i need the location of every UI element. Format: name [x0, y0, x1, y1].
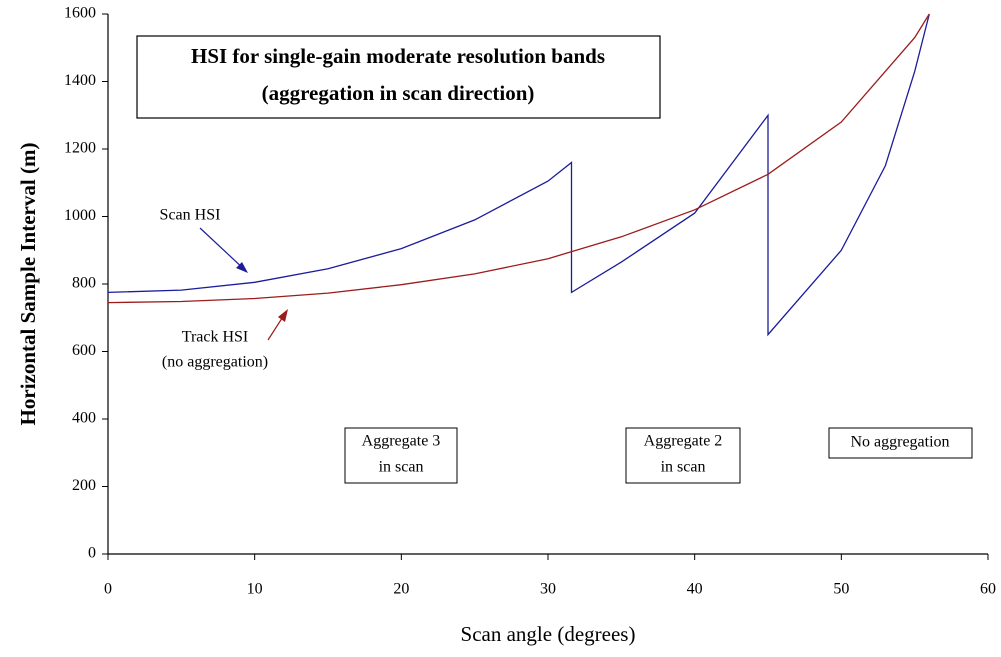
y-tick-label: 600 — [72, 342, 96, 359]
y-tick-label: 1600 — [64, 5, 96, 22]
x-tick-label: 20 — [393, 581, 409, 598]
x-tick-label: 0 — [104, 581, 112, 598]
annotation: Aggregate 3 — [362, 433, 441, 450]
y-axis-label: Horizontal Sample Interval (m) — [16, 143, 40, 426]
x-tick-label: 30 — [540, 581, 556, 598]
y-tick-label: 0 — [88, 545, 96, 562]
y-tick-label: 1000 — [64, 207, 96, 224]
annotation: in scan — [379, 459, 424, 476]
y-tick-label: 1200 — [64, 140, 96, 157]
arrow — [199, 227, 247, 272]
chart-title: (aggregation in scan direction) — [262, 81, 535, 105]
series-label: Scan HSI — [160, 207, 221, 224]
series-line — [107, 13, 930, 304]
y-tick-label: 1400 — [64, 72, 96, 89]
annotation: No aggregation — [850, 434, 949, 451]
arrow-head — [236, 262, 248, 273]
title-box — [136, 35, 661, 119]
x-axis-label: Scan angle (degrees) — [461, 622, 636, 646]
arrow-head — [278, 309, 288, 322]
annotation-box — [625, 427, 741, 484]
y-tick-label: 800 — [72, 275, 96, 292]
annotation: (no aggregation) — [162, 354, 268, 371]
chart-title: HSI for single-gain moderate resolution … — [191, 44, 605, 68]
annotation: Aggregate 2 — [644, 433, 723, 450]
x-tick-label: 40 — [687, 581, 703, 598]
annotation: in scan — [661, 459, 706, 476]
annotation-box — [344, 427, 458, 484]
y-tick-label: 200 — [72, 477, 96, 494]
annotation-box — [828, 427, 973, 459]
x-tick-label: 50 — [833, 581, 849, 598]
x-tick-label: 10 — [247, 581, 263, 598]
series-label: Track HSI — [182, 329, 249, 346]
series-line — [107, 13, 930, 337]
x-tick-label: 60 — [980, 581, 996, 598]
y-tick-label: 400 — [72, 410, 96, 427]
